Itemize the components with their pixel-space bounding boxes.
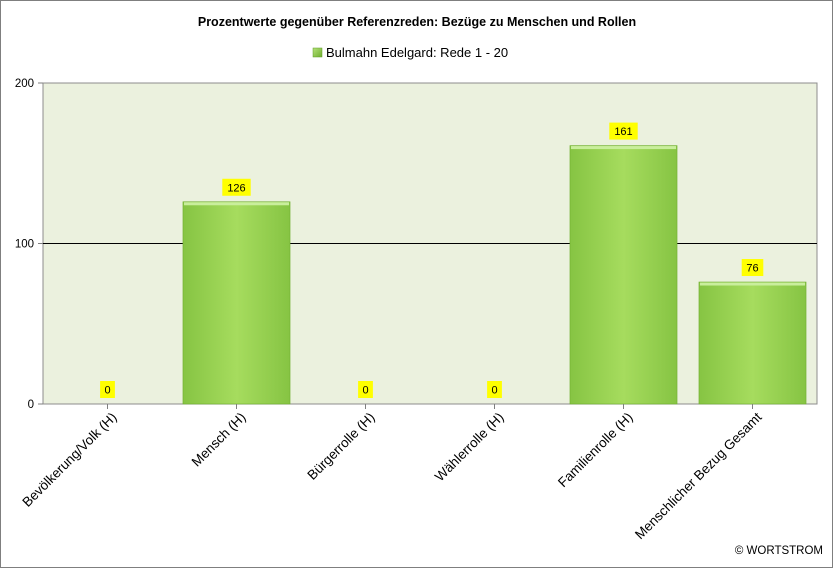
- bar-highlight: [699, 282, 806, 286]
- legend-swatch: [312, 47, 323, 58]
- copyright-text: © WORTSTROM: [735, 545, 823, 557]
- x-tick-label: Bürgerrolle (H): [304, 410, 377, 483]
- y-tick-label: 100: [15, 239, 34, 251]
- data-label: 0: [491, 385, 497, 397]
- bar: [698, 281, 807, 405]
- data-labels: 0 126 0 0 161 76: [100, 122, 764, 398]
- data-label: 0: [362, 385, 368, 397]
- data-label: 126: [227, 182, 245, 194]
- y-tick-label: 0: [28, 399, 34, 411]
- x-tick-label: Mensch (H): [189, 410, 249, 470]
- x-tick-label: Menschlicher Bezug Gesamt: [632, 409, 765, 542]
- x-tick-label: Wählerrolle (H): [432, 410, 507, 485]
- data-label: 161: [614, 126, 632, 138]
- data-label: 76: [746, 263, 758, 275]
- x-tick-label: Familienrolle (H): [555, 410, 636, 491]
- chart-title: Prozentwerte gegenüber Referenzreden: Be…: [198, 15, 636, 29]
- bars: [182, 145, 807, 405]
- y-axis: 0 100 200: [15, 78, 817, 411]
- legend-label: Bulmahn Edelgard: Rede 1 - 20: [326, 45, 508, 60]
- data-label-box: [358, 381, 373, 398]
- data-label-box: [100, 381, 115, 398]
- x-tick-label: Bevölkerung/Volk (H): [19, 410, 119, 510]
- bar-highlight: [570, 146, 677, 150]
- data-label: 0: [104, 385, 110, 397]
- data-label-box: [741, 259, 764, 277]
- bar: [182, 201, 291, 405]
- y-tick-label: 200: [15, 78, 34, 90]
- bar-highlight: [183, 202, 290, 206]
- data-label-box: [609, 122, 638, 140]
- data-label-box: [222, 178, 251, 196]
- legend: Bulmahn Edelgard: Rede 1 - 20: [312, 45, 508, 60]
- bar: [569, 145, 678, 405]
- x-axis: Bevölkerung/Volk (H) Mensch (H) Bürgerroll…: [19, 404, 765, 542]
- data-label-box: [487, 381, 502, 398]
